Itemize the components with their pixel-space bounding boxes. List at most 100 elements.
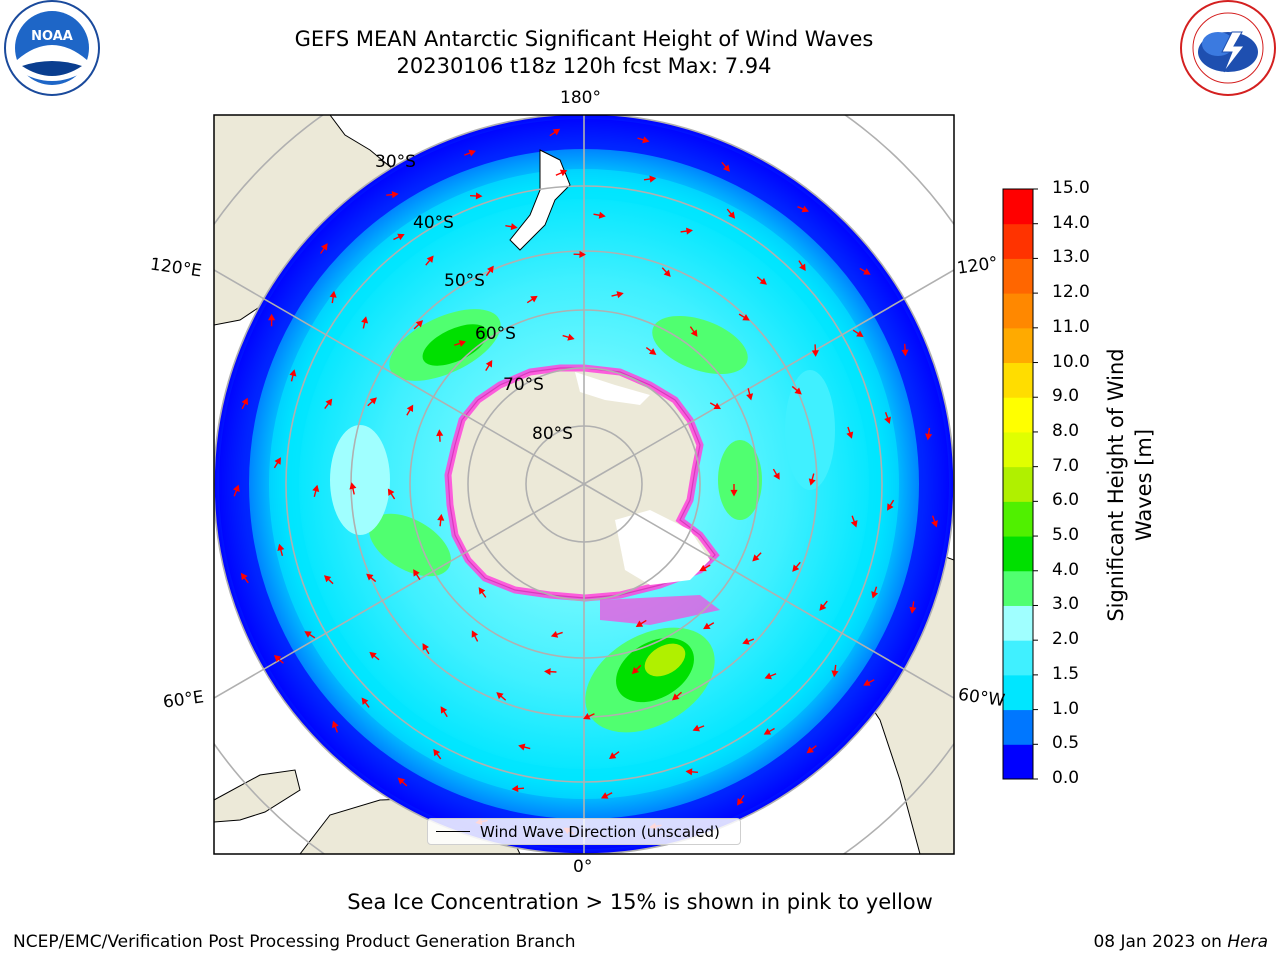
wind-wave-arrowhead: [846, 431, 854, 439]
wind-wave-arrowhead: [831, 670, 839, 678]
wind-wave-arrowhead: [649, 175, 657, 183]
wind-wave-arrowhead: [349, 482, 357, 490]
colorbar-segment: [1003, 189, 1033, 225]
lat-label-70s: 70°S: [503, 375, 544, 395]
wind-wave-arrowhead: [436, 429, 444, 437]
wind-wave-arrowhead: [366, 573, 374, 581]
map-frame: [213, 114, 955, 855]
colorbar-segment: [1003, 293, 1033, 329]
wind-wave-arrowhead: [471, 630, 479, 638]
wind-wave-arrowhead: [241, 397, 248, 406]
wind-wave-arrowhead: [550, 630, 559, 638]
footer-date: 08 Jan 2023 on Hera: [1093, 932, 1268, 952]
wind-wave-arrowhead: [686, 227, 693, 235]
wind-wave-arrowhead: [773, 472, 780, 480]
colorbar-tick-label: 8.0: [1052, 420, 1080, 441]
colorbar-label: Significant Height of Wind Waves [m]: [1104, 348, 1156, 622]
colorbar-frame: [1002, 188, 1034, 780]
wind-wave-arrowhead: [567, 333, 575, 341]
wind-wave-arrowhead: [413, 569, 420, 577]
wind-wave-arrowhead: [579, 250, 587, 258]
colorbar-segment: [1003, 466, 1033, 502]
wind-wave-arrowhead: [863, 679, 871, 686]
wind-wave-arrowhead: [850, 520, 858, 528]
colorbar-tick-label: 4.0: [1052, 559, 1080, 580]
wind-wave-arrowhead: [361, 697, 369, 705]
colorbar-tick-label: 12.0: [1052, 282, 1090, 303]
colorbar-tick-label: 0.0: [1052, 768, 1080, 788]
chart-title: GEFS MEAN Antarctic Significant Height o…: [294, 27, 874, 51]
wind-wave-arrows: [232, 128, 938, 835]
wind-wave-arrowhead: [415, 320, 424, 328]
legend-line-icon: [436, 831, 470, 832]
wind-wave-arrowhead: [856, 330, 864, 338]
wind-wave-arrowhead: [391, 191, 399, 199]
wind-wave-arrowhead: [387, 488, 395, 496]
wind-wave-arrowhead: [543, 668, 551, 676]
wind-wave-arrowhead: [794, 387, 802, 395]
wind-wave-arrowhead: [730, 489, 738, 497]
wind-wave-arrowhead: [232, 484, 240, 492]
colorbar-tick-label: 7.0: [1052, 455, 1080, 476]
colorbar-tick-label: 15.0: [1052, 178, 1090, 198]
wind-wave-arrowhead: [277, 543, 285, 551]
wind-wave-arrowhead: [397, 777, 405, 785]
wind-wave-arrowhead: [887, 503, 894, 511]
colorbar-tick-label: 9.0: [1052, 386, 1080, 407]
wind-wave-arrowhead: [925, 433, 933, 441]
wind-wave-arrowhead: [799, 263, 806, 272]
colorbar-segment: [1003, 501, 1033, 537]
wind-wave-arrowhead: [510, 223, 518, 231]
colorbar-tick-label: 1.0: [1052, 698, 1080, 719]
wind-wave-arrowhead: [808, 478, 816, 486]
wind-wave-arrowhead: [422, 643, 429, 651]
wind-wave-arrowhead: [583, 712, 591, 720]
colorbar-tick-label: 14.0: [1052, 212, 1090, 233]
svg-text:NOAA: NOAA: [31, 29, 73, 44]
wind-wave-arrowhead: [475, 192, 483, 200]
colorbar-segment: [1003, 536, 1033, 572]
lat-label-50s: 50°S: [444, 271, 485, 291]
wind-wave-arrowhead: [323, 575, 332, 583]
wind-wave-arrowhead: [559, 169, 568, 177]
wind-wave-arrowhead: [478, 587, 486, 595]
wind-wave-arrowhead: [320, 243, 328, 251]
wind-wave-arrowhead: [240, 572, 248, 581]
wind-wave-arrowhead: [713, 402, 722, 410]
wind-wave-arrowhead: [631, 666, 640, 675]
wind-wave-arrowhead: [863, 268, 871, 275]
wind-wave-arrowhead: [397, 233, 405, 241]
sea-ice-caption: Sea Ice Concentration > 15% is shown in …: [347, 890, 933, 914]
wind-wave-arrowhead: [496, 692, 504, 700]
colorbar-segment: [1003, 674, 1033, 711]
colorbar-tick-label: 11.0: [1052, 316, 1090, 337]
wind-wave-arrowhead: [304, 631, 312, 638]
map-legend: Wind Wave Direction (unscaled): [427, 818, 741, 845]
wind-wave-arrowhead: [752, 554, 760, 562]
wind-wave-arrowhead: [763, 728, 772, 735]
wind-wave-arrowhead: [811, 350, 819, 357]
colorbar-tick-label: 2.0: [1052, 629, 1080, 650]
wind-wave-arrowhead: [931, 520, 938, 528]
colorbar-segment: [1003, 223, 1033, 259]
wind-wave-arrowhead: [792, 564, 800, 572]
wind-wave-arrowhead: [361, 316, 369, 324]
wind-wave-arrowhead: [331, 720, 339, 729]
wind-wave-arrowhead: [746, 393, 754, 401]
wind-wave-arrowhead: [369, 651, 377, 659]
wind-wave-arrowhead: [884, 416, 891, 424]
colorbar-segment: [1003, 744, 1033, 780]
wind-wave-arrowhead: [598, 211, 606, 219]
lon-label-180: 180°: [560, 88, 601, 108]
wind-wave-arrowhead: [819, 603, 827, 611]
colorbar-tick-label: 5.0: [1052, 525, 1080, 546]
wind-wave-arrowhead: [692, 724, 700, 732]
wind-wave-arrowhead: [728, 211, 736, 219]
colorbar-segment: [1003, 362, 1033, 398]
wind-wave-arrowhead: [801, 205, 809, 213]
colorbar-tick-label: 1.5: [1052, 663, 1080, 684]
wind-wave-arrowhead: [406, 404, 414, 413]
footer-credit: NCEP/EMC/Verification Post Processing Pr…: [13, 932, 576, 952]
wind-wave-arrowhead: [274, 457, 281, 465]
